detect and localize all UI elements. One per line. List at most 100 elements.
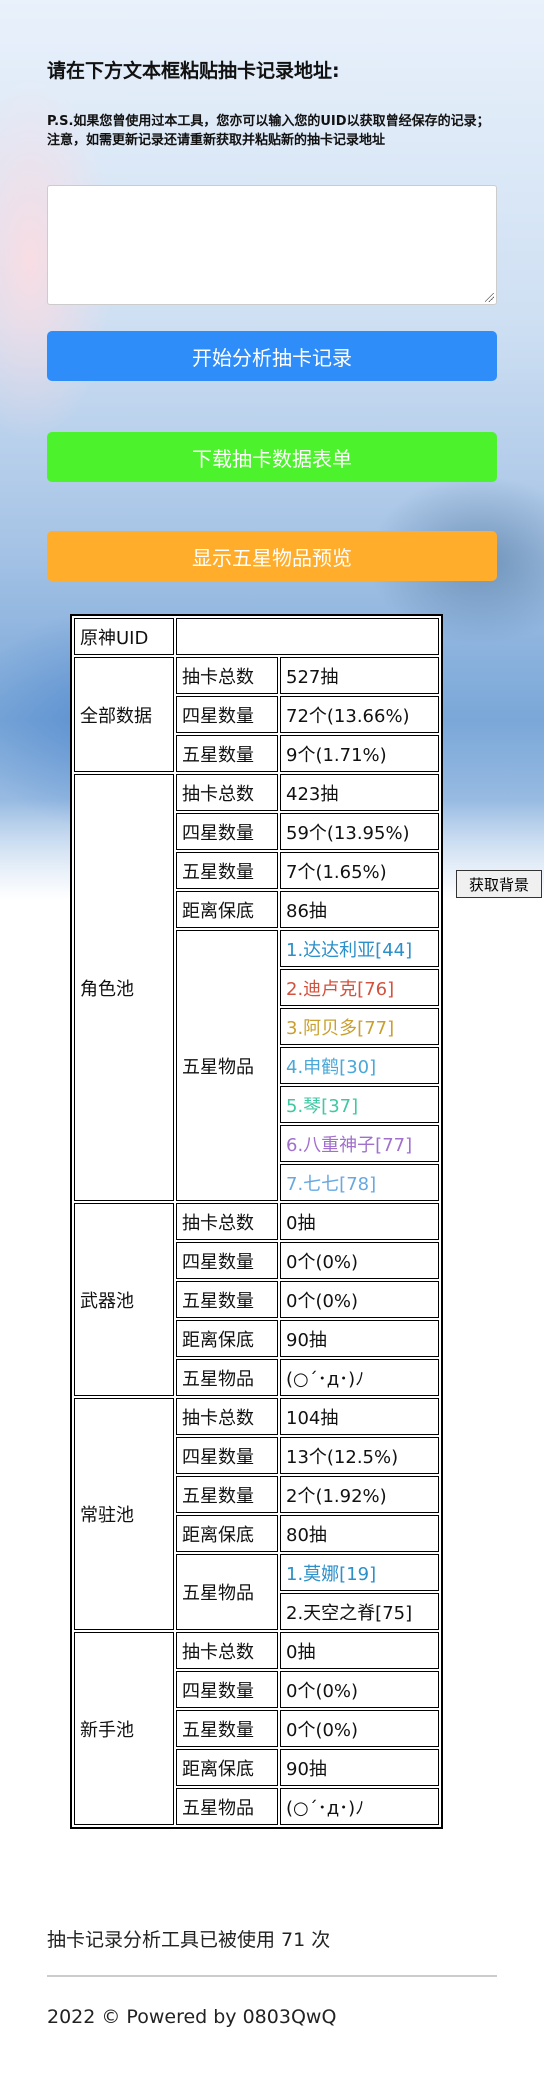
weapon-five-star: 0个(0%) [280, 1281, 439, 1318]
gacha-url-input[interactable] [47, 185, 497, 305]
download-button[interactable]: 下载抽卡数据表单 [47, 432, 497, 482]
character-pity: 86抽 [280, 891, 439, 928]
five-star-item: 5.琴[37] [280, 1086, 439, 1123]
row-label: 四星数量 [176, 1242, 278, 1279]
standard-total: 104抽 [280, 1398, 439, 1435]
row-label: 距离保底 [176, 1320, 278, 1357]
standard-five-star: 2个(1.92%) [280, 1476, 439, 1513]
table-row: 五星数量 0个(0%) [74, 1281, 439, 1318]
table-row: 角色池 抽卡总数 423抽 [74, 774, 439, 1201]
novice-pity: 90抽 [280, 1749, 439, 1786]
table-row: 五星物品 (○´･д･)ﾉ [74, 1788, 439, 1825]
row-label: 四星数量 [176, 1671, 278, 1708]
table-row: 五星数量 9个(1.71%) [74, 735, 439, 772]
table-row: 五星物品 1.莫娜[19] [74, 1554, 439, 1630]
copyright-text: 2022 © Powered by 0803QwQ [47, 2006, 337, 2028]
stats-table: 原神UID 全部数据 抽卡总数 527抽 四星数量 72个(13.66%) 五星… [70, 614, 443, 1829]
table-row: 武器池 抽卡总数 0抽 [74, 1203, 439, 1396]
row-label: 抽卡总数 [176, 1632, 278, 1669]
table-row: 全部数据 抽卡总数 527抽 [74, 657, 439, 772]
row-label: 五星物品 [176, 1359, 278, 1396]
table-row: 四星数量 59个(13.95%) [74, 813, 439, 850]
table-row: 五星数量 2个(1.92%) [74, 1476, 439, 1513]
novice-pool-label: 新手池 [74, 1632, 174, 1825]
standard-pity: 80抽 [280, 1515, 439, 1552]
table-row: 距离保底 80抽 [74, 1515, 439, 1552]
five-star-item: 7.七七[78] [280, 1164, 439, 1201]
table-row: 4.申鹤[30] [74, 1047, 439, 1084]
uid-label: 原神UID [74, 618, 174, 655]
table-row: 四星数量 13个(12.5%) [74, 1437, 439, 1474]
row-label: 抽卡总数 [176, 1398, 278, 1435]
row-label: 四星数量 [176, 696, 278, 733]
character-five-star: 7个(1.65%) [280, 852, 439, 889]
all-data-label: 全部数据 [74, 657, 174, 772]
standard-four-star: 13个(12.5%) [280, 1437, 439, 1474]
weapon-total: 0抽 [280, 1203, 439, 1240]
table-row: 四星数量 0个(0%) [74, 1242, 439, 1279]
character-total: 423抽 [280, 774, 439, 811]
weapon-four-star: 0个(0%) [280, 1242, 439, 1279]
novice-four-star: 0个(0%) [280, 1671, 439, 1708]
row-label: 五星物品 [176, 930, 278, 1201]
resize-handle-icon[interactable] [485, 293, 494, 302]
table-row: 四星数量 72个(13.66%) [74, 696, 439, 733]
row-label: 五星数量 [176, 1281, 278, 1318]
row-label: 五星数量 [176, 1710, 278, 1747]
row-label: 五星物品 [176, 1788, 278, 1825]
table-row: 四星数量 0个(0%) [74, 1671, 439, 1708]
table-row: 5.琴[37] [74, 1086, 439, 1123]
row-label: 四星数量 [176, 813, 278, 850]
uid-value [176, 618, 439, 655]
row-label: 距离保底 [176, 1515, 278, 1552]
all-four-star: 72个(13.66%) [280, 696, 439, 733]
table-row: 新手池 抽卡总数 0抽 [74, 1632, 439, 1825]
five-star-item: 1.达达利亚[44] [280, 930, 439, 967]
weapon-pool-label: 武器池 [74, 1203, 174, 1396]
novice-five-star: 0个(0%) [280, 1710, 439, 1747]
row-label: 距离保底 [176, 891, 278, 928]
five-star-item: 2.迪卢克[76] [280, 969, 439, 1006]
character-pool-label: 角色池 [74, 774, 174, 1201]
footer-divider [47, 1975, 497, 1977]
table-row: 2.天空之脊[75] [74, 1593, 439, 1630]
table-row: 五星数量 0个(0%) [74, 1710, 439, 1747]
character-four-star: 59个(13.95%) [280, 813, 439, 850]
table-row: 7.七七[78] [74, 1164, 439, 1201]
five-star-item: 6.八重神子[77] [280, 1125, 439, 1162]
row-label: 五星数量 [176, 1476, 278, 1513]
row-label: 五星物品 [176, 1554, 278, 1630]
table-row: 6.八重神子[77] [74, 1125, 439, 1162]
table-row: 常驻池 抽卡总数 104抽 [74, 1398, 439, 1630]
table-row: 距离保底 90抽 [74, 1749, 439, 1786]
five-star-item: 1.莫娜[19] [280, 1554, 439, 1591]
table-row: 距离保底 86抽 [74, 891, 439, 928]
weapon-pity: 90抽 [280, 1320, 439, 1357]
novice-items-empty: (○´･д･)ﾉ [280, 1788, 439, 1825]
get-background-button[interactable]: 获取背景 [456, 870, 542, 898]
row-label: 抽卡总数 [176, 1203, 278, 1240]
table-row: 原神UID [74, 618, 439, 655]
table-row: 五星物品 1.达达利亚[44] [74, 930, 439, 1201]
instructions-title: 请在下方文本框粘贴抽卡记录地址: [47, 60, 340, 82]
usage-count-text: 抽卡记录分析工具已被使用 71 次 [47, 1929, 331, 1951]
table-row: 距离保底 90抽 [74, 1320, 439, 1357]
row-label: 五星数量 [176, 735, 278, 772]
all-total: 527抽 [280, 657, 439, 694]
analyze-button[interactable]: 开始分析抽卡记录 [47, 331, 497, 381]
five-star-item: 4.申鹤[30] [280, 1047, 439, 1084]
all-five-star: 9个(1.71%) [280, 735, 439, 772]
weapon-items-empty: (○´･д･)ﾉ [280, 1359, 439, 1396]
table-row: 2.迪卢克[76] [74, 969, 439, 1006]
row-label: 四星数量 [176, 1437, 278, 1474]
table-row: 3.阿贝多[77] [74, 1008, 439, 1045]
novice-total: 0抽 [280, 1632, 439, 1669]
standard-pool-label: 常驻池 [74, 1398, 174, 1630]
row-label: 五星数量 [176, 852, 278, 889]
preview-button[interactable]: 显示五星物品预览 [47, 531, 497, 581]
five-star-item: 3.阿贝多[77] [280, 1008, 439, 1045]
instructions-note: P.S.如果您曾使用过本工具，您亦可以输入您的UID以获取曾经保存的记录；注意，… [47, 114, 490, 148]
row-label: 距离保底 [176, 1749, 278, 1786]
row-label: 抽卡总数 [176, 774, 278, 811]
table-row: 五星数量 7个(1.65%) [74, 852, 439, 889]
